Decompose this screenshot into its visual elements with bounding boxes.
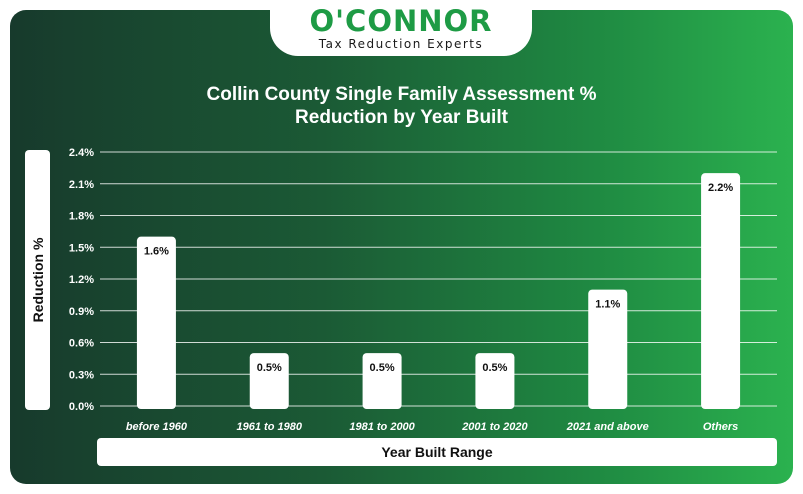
y-tick-label: 0.9% bbox=[69, 306, 94, 318]
data-label: 1.6% bbox=[144, 246, 169, 258]
y-axis-label-box bbox=[25, 150, 50, 410]
data-label: 0.5% bbox=[257, 362, 282, 374]
x-tick-label: 1961 to 1980 bbox=[237, 421, 303, 433]
x-tick-label: 2021 and above bbox=[566, 421, 649, 433]
data-label: 0.5% bbox=[370, 362, 395, 374]
y-tick-label: 2.4% bbox=[69, 147, 94, 159]
x-tick-label: Others bbox=[703, 421, 738, 433]
bar bbox=[136, 236, 176, 409]
bar bbox=[475, 353, 515, 409]
x-tick-label: 1981 to 2000 bbox=[349, 421, 415, 433]
x-axis-label-box bbox=[97, 438, 777, 466]
y-tick-label: 1.8% bbox=[69, 211, 94, 223]
y-tick-label: 2.1% bbox=[69, 179, 94, 191]
logo-wordmark: O'CONNOR bbox=[309, 4, 493, 38]
chart-title-line2: Reduction by Year Built bbox=[295, 107, 508, 128]
data-label: 2.2% bbox=[708, 182, 733, 194]
logo-tagline: Tax Reduction Experts bbox=[318, 37, 484, 51]
bar bbox=[588, 289, 628, 409]
logo-tab: O'CONNOR Tax Reduction Experts bbox=[270, 0, 532, 56]
y-tick-label: 0.6% bbox=[69, 338, 94, 350]
chart-title-line1: Collin County Single Family Assessment % bbox=[206, 84, 597, 105]
x-tick-label: before 1960 bbox=[126, 421, 188, 433]
data-label: 1.1% bbox=[595, 299, 620, 311]
bar bbox=[362, 353, 402, 409]
bar bbox=[701, 173, 741, 409]
x-tick-label: 2001 to 2020 bbox=[461, 421, 528, 433]
x-axis-label: Year Built Range bbox=[381, 444, 493, 460]
bar bbox=[249, 353, 289, 409]
y-tick-label: 0.3% bbox=[69, 369, 94, 381]
y-tick-label: 0.0% bbox=[69, 401, 94, 413]
y-tick-label: 1.2% bbox=[69, 274, 94, 286]
data-label: 0.5% bbox=[482, 362, 507, 374]
y-tick-label: 1.5% bbox=[69, 242, 94, 254]
